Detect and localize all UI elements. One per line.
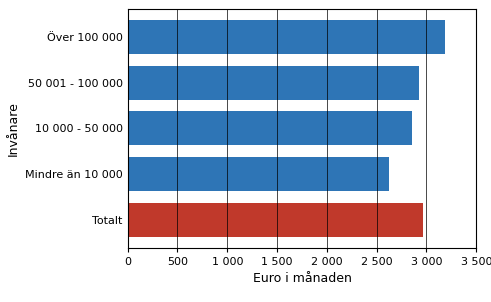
Bar: [128, 66, 419, 100]
Bar: [128, 157, 388, 191]
Bar: [128, 111, 411, 146]
Bar: [128, 203, 423, 237]
Y-axis label: Invånare: Invånare: [6, 101, 20, 156]
X-axis label: Euro i månaden: Euro i månaden: [252, 272, 352, 285]
Bar: [128, 20, 445, 54]
